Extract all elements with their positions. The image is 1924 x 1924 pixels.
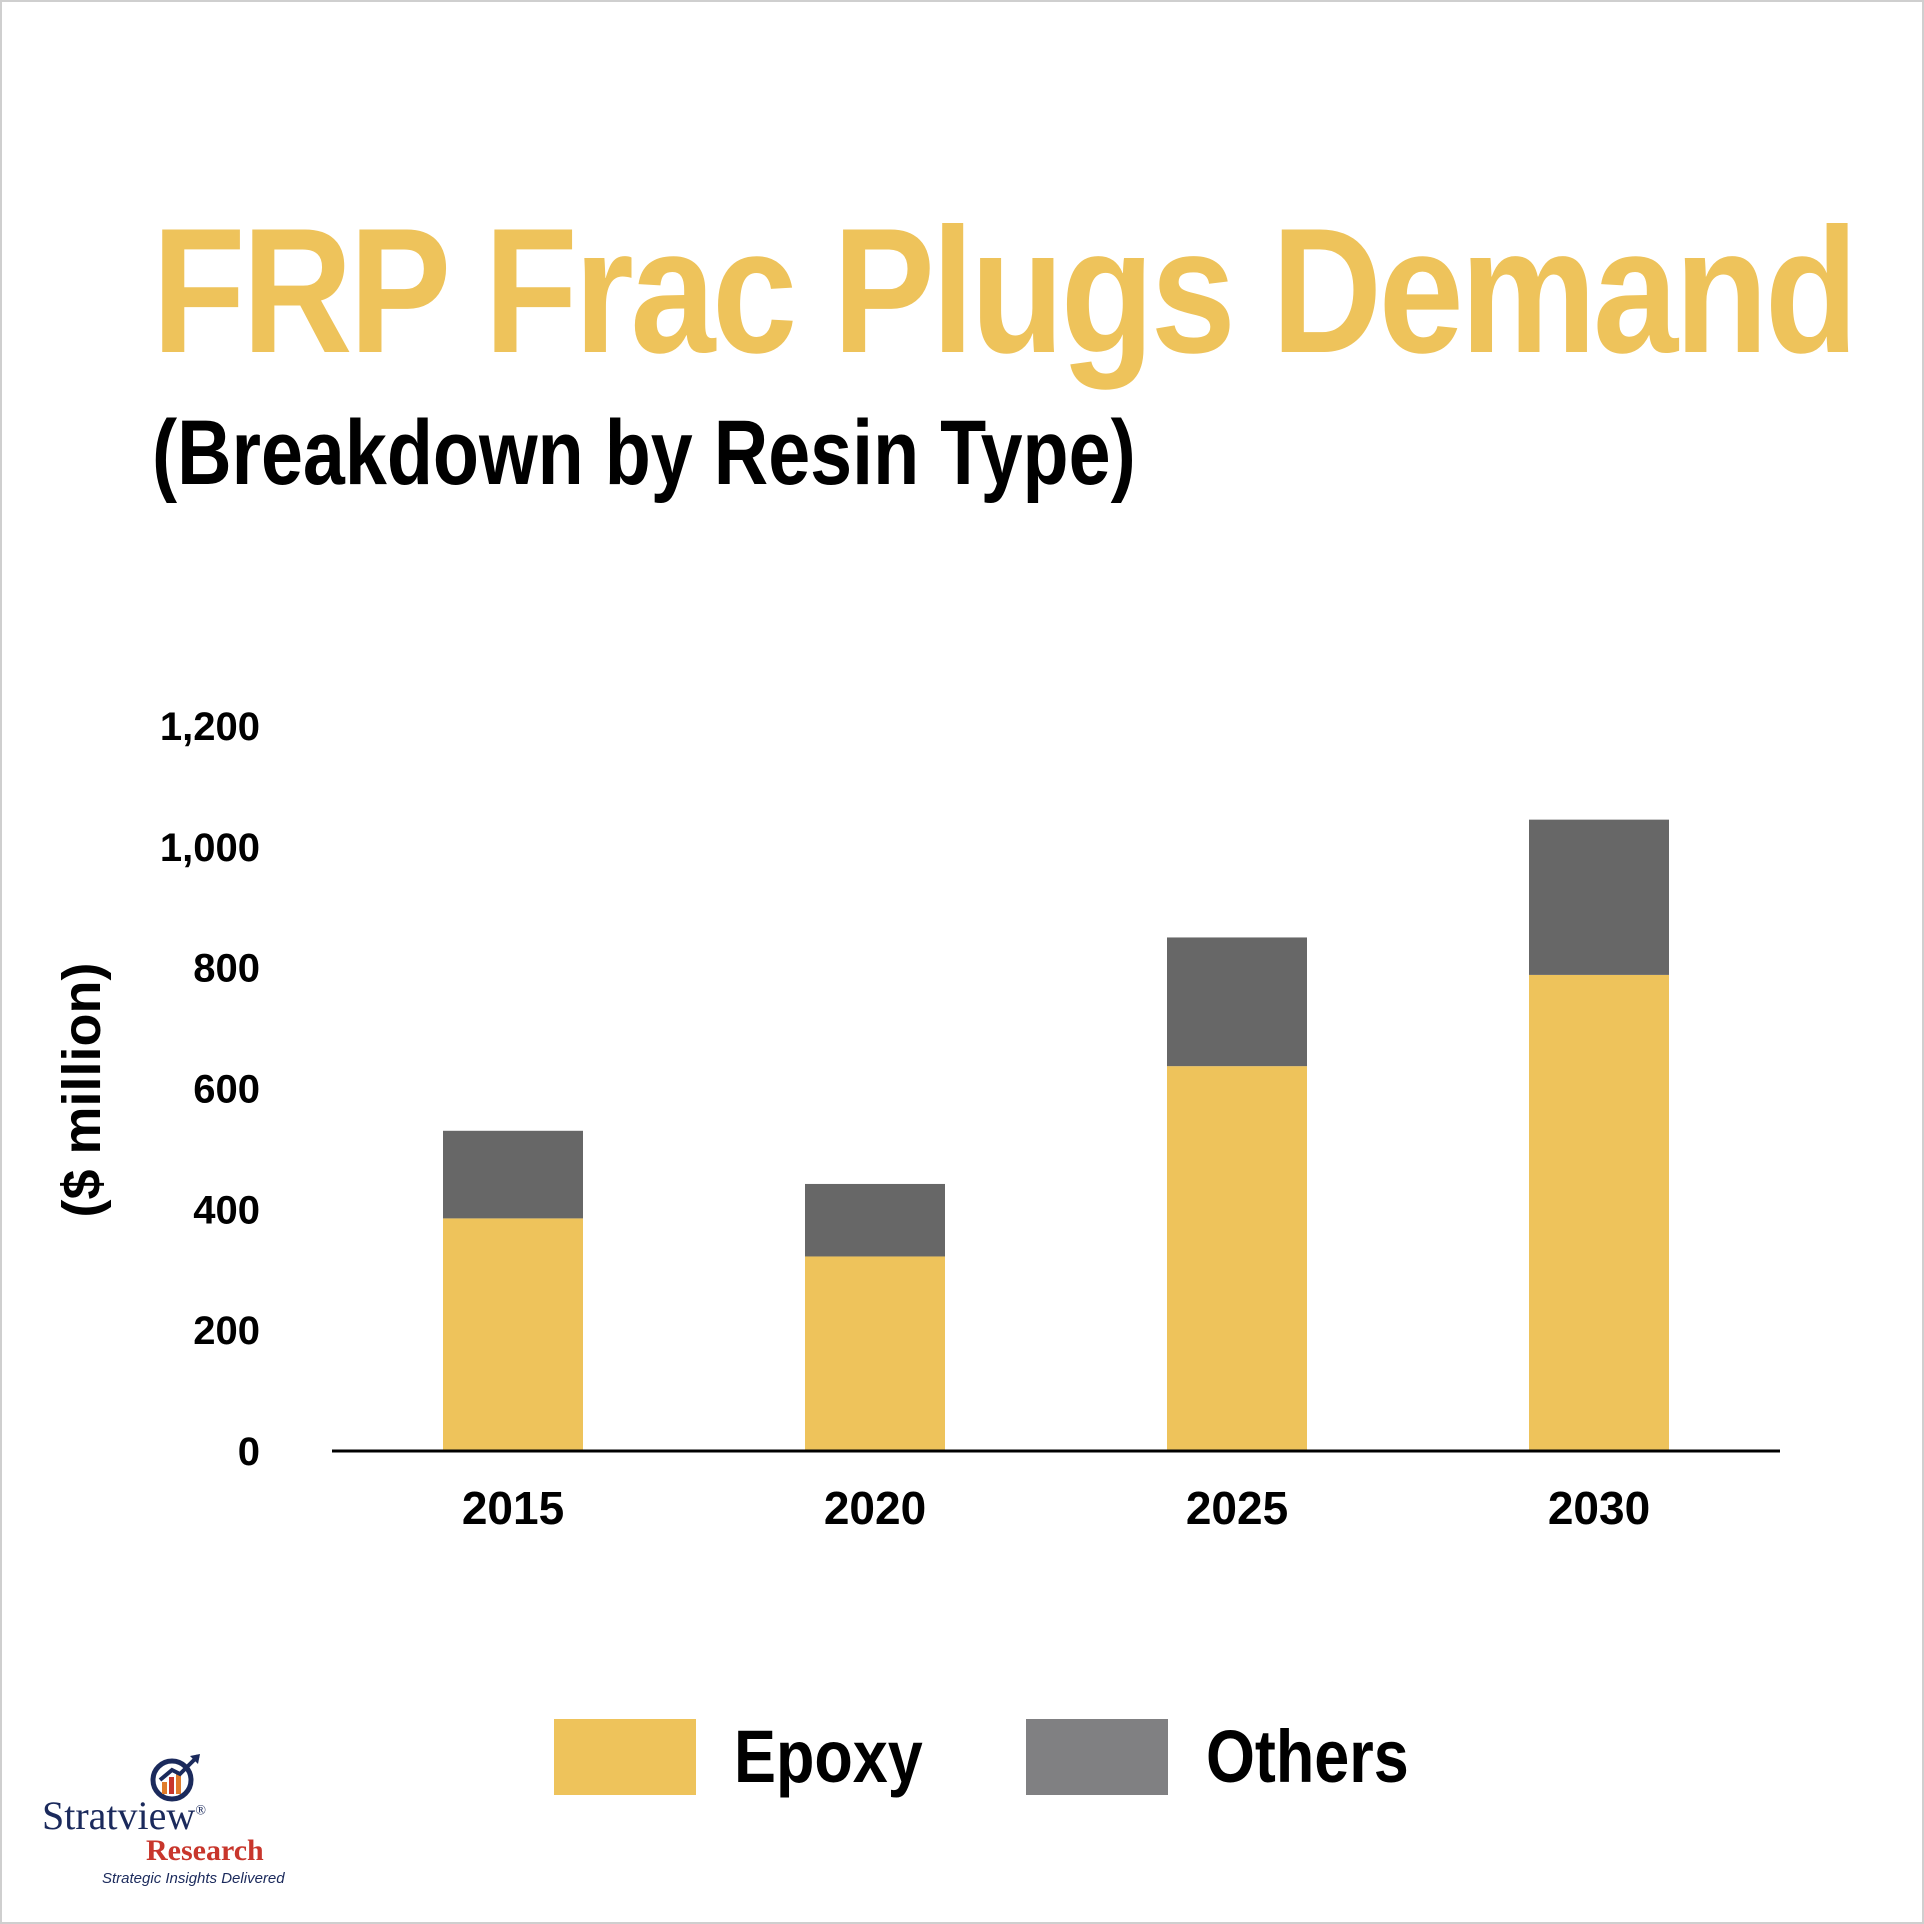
y-tick-label: 1,000 (160, 826, 260, 870)
x-tick-label: 2020 (824, 1482, 926, 1534)
legend-item-epoxy: Epoxy (554, 1714, 956, 1799)
bar-epoxy-2030 (1529, 974, 1669, 1451)
legend-label-epoxy: Epoxy (734, 1715, 923, 1798)
magnifier-chart-icon (150, 1754, 200, 1802)
legend-label-others: Others (1206, 1715, 1409, 1798)
x-tick-label: 2015 (462, 1482, 564, 1534)
chart-title: FRP Frac Plugs Demand (152, 191, 1858, 390)
bar-epoxy-2015 (443, 1218, 583, 1451)
brand-logo: Stratview® Research Strategic Insights D… (42, 1750, 302, 1890)
y-axis-label: ($ million) (52, 963, 112, 1218)
x-tick-label: 2030 (1548, 1482, 1650, 1534)
bar-epoxy-2025 (1167, 1066, 1307, 1451)
chart-subtitle: (Breakdown by Resin Type) (152, 402, 1136, 504)
legend-swatch-others (1026, 1718, 1169, 1795)
bar-others-2030 (1529, 819, 1669, 975)
legend-item-others: Others (1026, 1714, 1445, 1799)
legend: Epoxy Others (554, 1714, 1515, 1799)
y-tick-label: 0 (238, 1430, 260, 1474)
y-tick-label: 600 (193, 1068, 260, 1112)
bar-epoxy-2020 (805, 1256, 945, 1451)
y-tick-label: 800 (193, 947, 260, 991)
y-tick-label: 1,200 (160, 705, 260, 749)
bar-others-2015 (443, 1130, 583, 1219)
y-tick-label: 400 (193, 1188, 260, 1232)
legend-swatch-epoxy (554, 1718, 696, 1795)
bar-others-2020 (805, 1183, 945, 1257)
bar-others-2025 (1167, 937, 1307, 1067)
logo-wordmark: Stratview® (42, 1793, 206, 1838)
logo-tagline: Strategic Insights Delivered (102, 1870, 285, 1887)
y-tick-label: 200 (193, 1309, 260, 1353)
logo-subword: Research (146, 1834, 264, 1867)
x-tick-label: 2025 (1186, 1482, 1288, 1534)
